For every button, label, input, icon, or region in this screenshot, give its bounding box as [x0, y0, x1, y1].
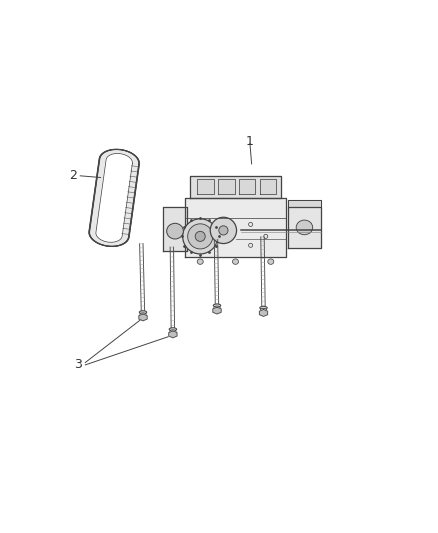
Ellipse shape [169, 328, 177, 331]
Ellipse shape [210, 217, 237, 244]
Polygon shape [288, 206, 321, 248]
Text: 1: 1 [246, 135, 254, 148]
Polygon shape [163, 206, 187, 252]
Ellipse shape [219, 226, 228, 235]
Ellipse shape [260, 306, 267, 309]
Ellipse shape [140, 313, 146, 316]
Polygon shape [185, 198, 286, 257]
Ellipse shape [139, 311, 147, 314]
Ellipse shape [183, 219, 218, 254]
Ellipse shape [170, 330, 176, 333]
Ellipse shape [197, 259, 203, 264]
Polygon shape [169, 331, 177, 338]
Text: 2: 2 [70, 169, 78, 182]
Ellipse shape [268, 259, 274, 264]
Polygon shape [239, 179, 255, 195]
Polygon shape [213, 307, 221, 314]
Ellipse shape [233, 259, 239, 264]
Polygon shape [190, 176, 281, 198]
Ellipse shape [195, 231, 205, 241]
Polygon shape [139, 314, 147, 321]
Polygon shape [198, 179, 214, 195]
Ellipse shape [296, 220, 313, 235]
Polygon shape [260, 179, 276, 195]
Polygon shape [259, 310, 268, 317]
Polygon shape [90, 150, 139, 246]
Ellipse shape [213, 304, 221, 307]
Polygon shape [288, 200, 321, 206]
Ellipse shape [260, 309, 267, 311]
Polygon shape [218, 179, 235, 195]
Ellipse shape [214, 306, 220, 309]
Polygon shape [96, 154, 132, 243]
Text: 3: 3 [74, 358, 82, 371]
Ellipse shape [187, 224, 213, 249]
Ellipse shape [167, 223, 184, 239]
